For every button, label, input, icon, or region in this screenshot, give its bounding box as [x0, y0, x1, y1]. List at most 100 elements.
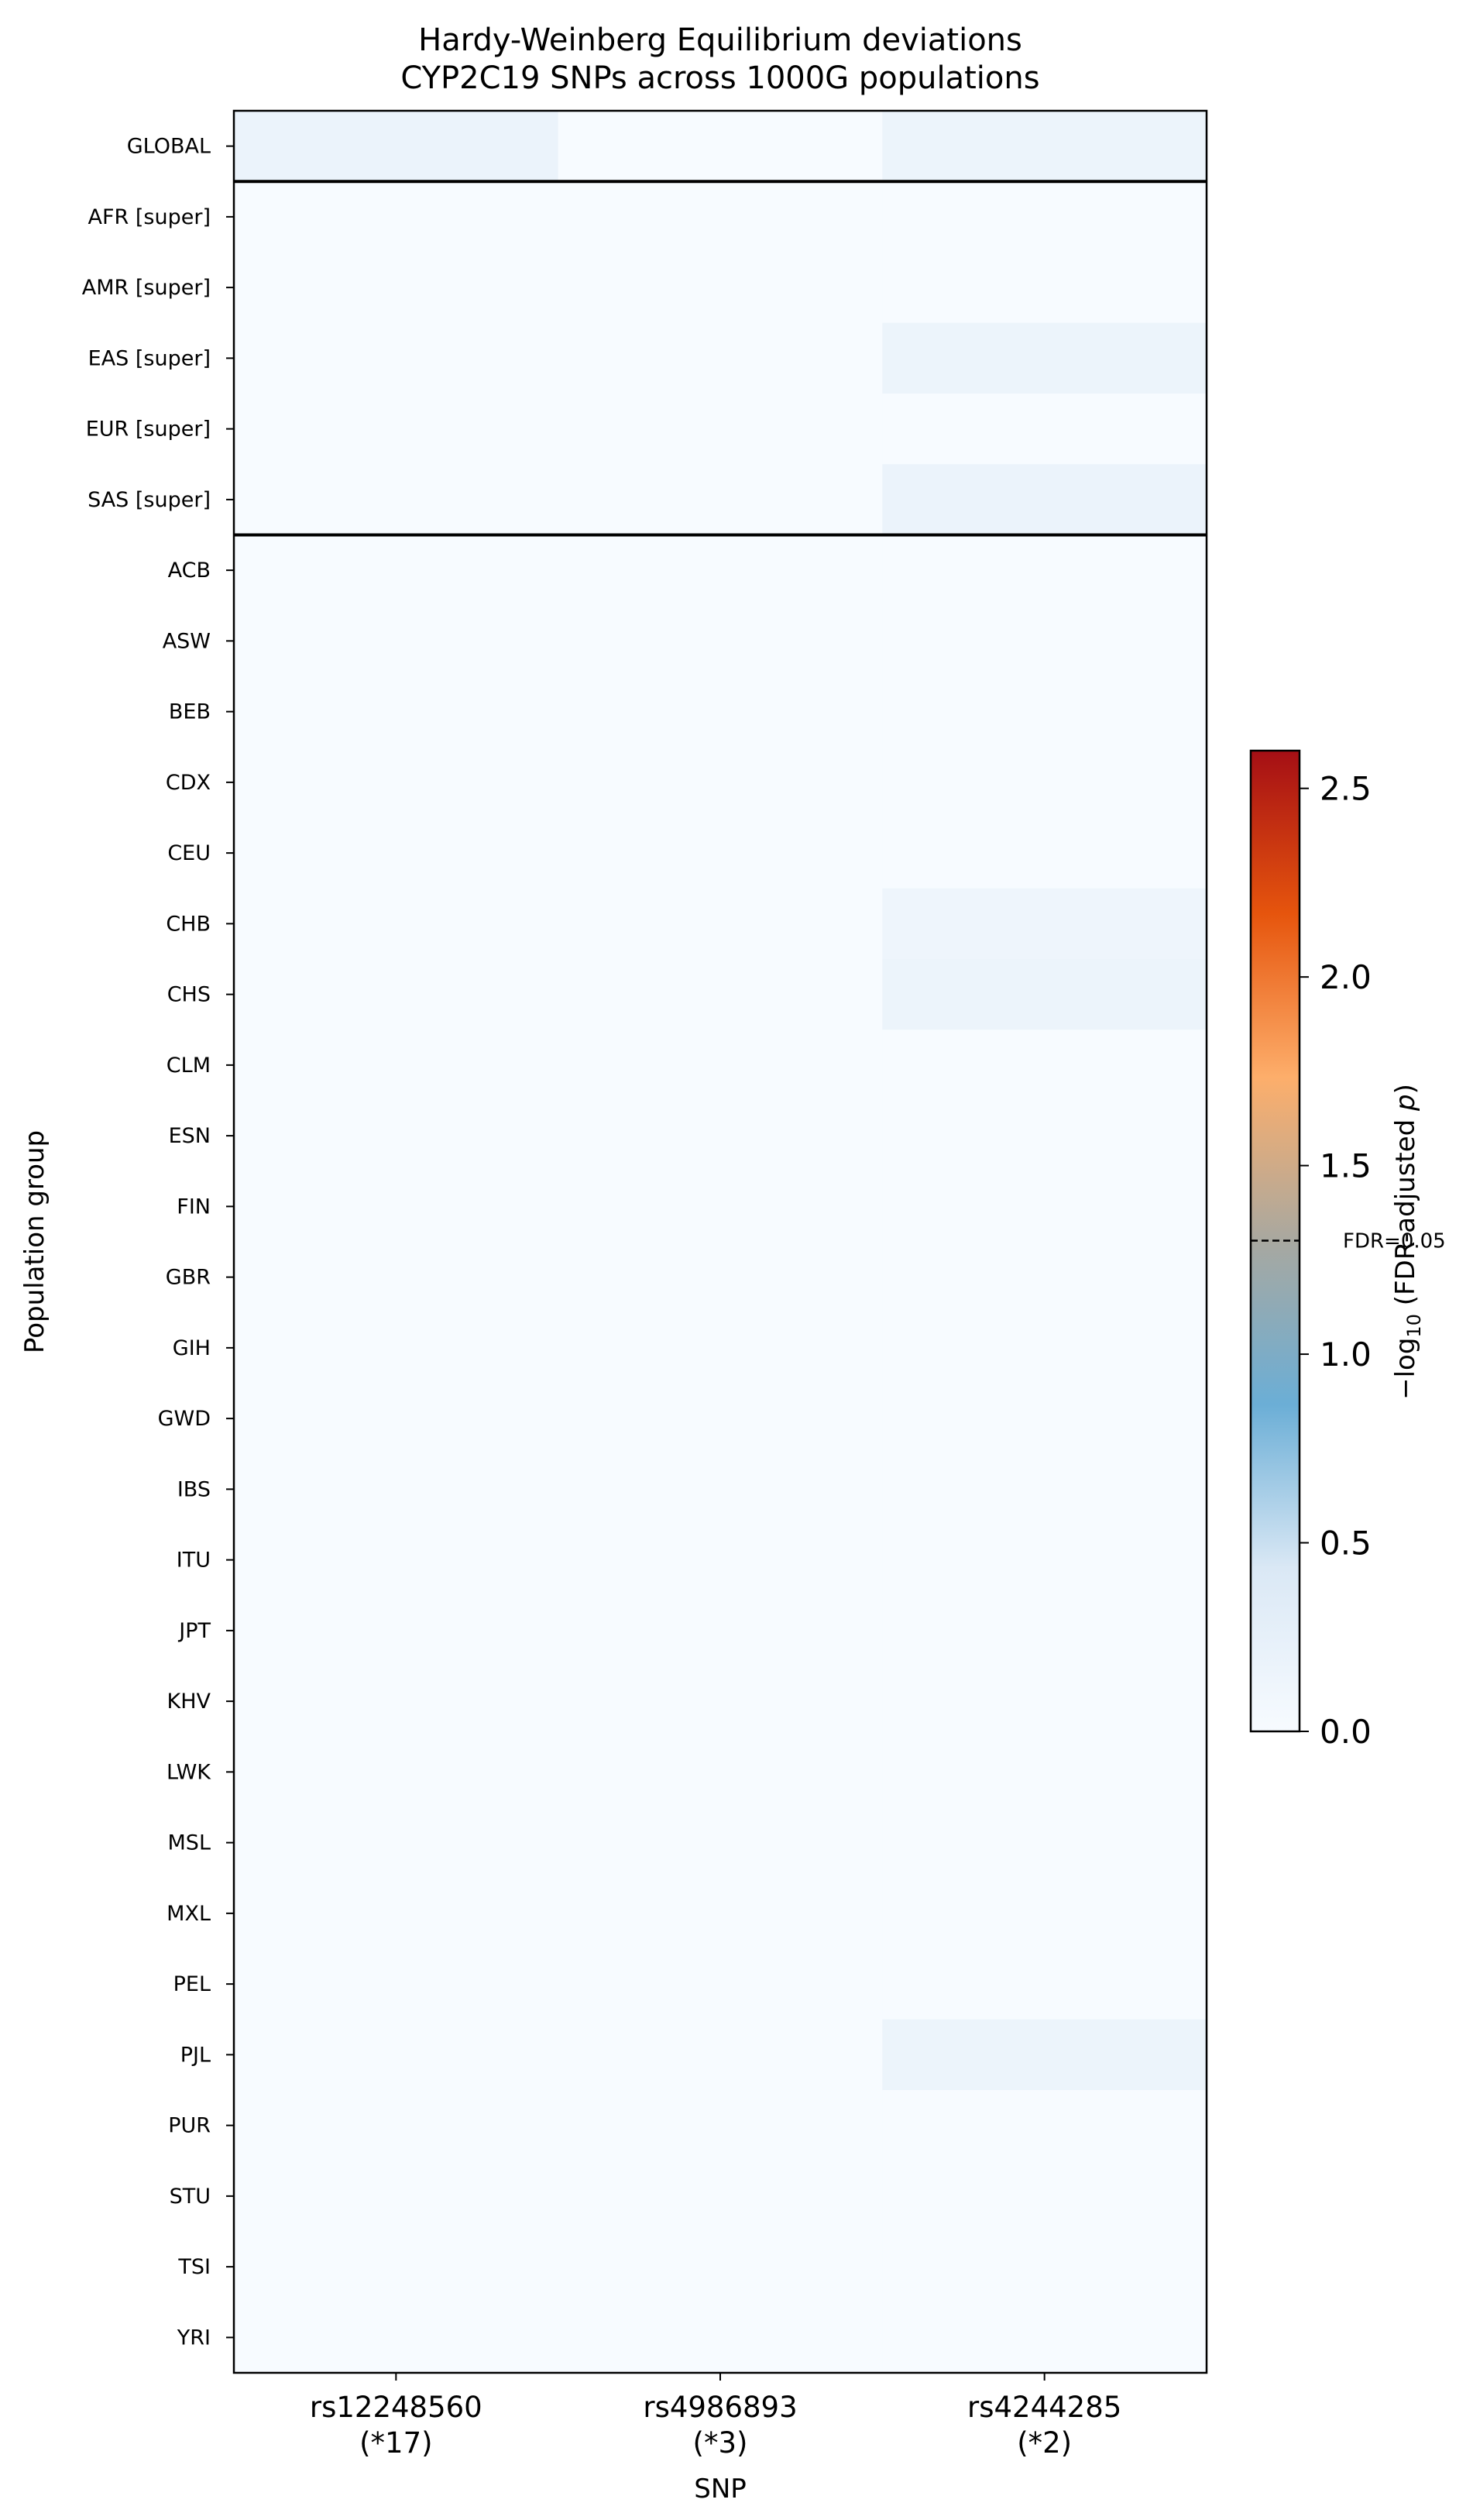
heatmap-cell [882, 1100, 1207, 1172]
heatmap-cell [558, 1312, 883, 1384]
heatmap-cell [234, 1525, 559, 1596]
chart-title: Hardy-Weinberg Equilibrium deviations [418, 22, 1022, 58]
heatmap-cell [882, 1807, 1207, 1879]
heatmap-cell [882, 1453, 1207, 1525]
y-tick-label: PJL [180, 2043, 211, 2067]
heatmap-cell [234, 394, 559, 465]
y-tick-label: LWK [167, 1760, 211, 1784]
heatmap-cell [234, 605, 559, 677]
y-tick-label: KHV [167, 1690, 211, 1714]
heatmap-cell [234, 181, 559, 253]
x-tick-allele-label: (*2) [1017, 2426, 1072, 2460]
y-tick-label: TSI [177, 2255, 211, 2279]
heatmap-cell [882, 111, 1207, 182]
heatmap-cell [234, 2302, 559, 2374]
group-separators [234, 180, 1207, 537]
heatmap-cell [234, 1666, 559, 1738]
y-tick-label: GIH [173, 1336, 211, 1360]
heatmap-cell [882, 888, 1207, 960]
heatmap-cell [558, 1525, 883, 1596]
heatmap-cell [882, 1878, 1207, 1949]
heatmap-cell [558, 1736, 883, 1808]
heatmap-cell [558, 535, 883, 607]
y-tick-label: STU [170, 2185, 211, 2209]
colorbar-tick-label: 1.0 [1320, 1336, 1372, 1373]
y-tick-label: MXL [167, 1902, 211, 1926]
y-tick-label: ASW [163, 629, 211, 653]
heatmap-cell [882, 817, 1207, 889]
heatmap-cell [558, 1595, 883, 1666]
colorbar-tick-label: 2.5 [1320, 770, 1372, 808]
heatmap-cell [558, 605, 883, 677]
heatmap-cell [882, 1030, 1207, 1101]
x-axis-label: SNP [694, 2474, 747, 2505]
y-tick-label: GLOBAL [127, 135, 211, 159]
heatmap-cell [558, 1948, 883, 2020]
heatmap-cell [558, 2090, 883, 2161]
heatmap-cell [234, 1100, 559, 1172]
y-tick-label: JPT [177, 1619, 211, 1643]
heatmap-cell [882, 1666, 1207, 1738]
heatmap-cell [882, 1242, 1207, 1313]
heatmap-cell [234, 322, 559, 394]
heatmap-cell [558, 1666, 883, 1738]
heatmap-cell [882, 1948, 1207, 2020]
x-axis-ticks: rs12248560(*17) rs4986893(*3) rs4244285(*2… [310, 2373, 1121, 2460]
y-tick-label: AFR [super] [88, 205, 211, 229]
heatmap-cell [558, 1171, 883, 1243]
heatmap-cell [234, 1171, 559, 1243]
heatmap-cell [234, 817, 559, 889]
colorbar-tick-label: 0.0 [1320, 1713, 1372, 1751]
heatmap-cell [882, 1525, 1207, 1596]
heatmap-cell [558, 676, 883, 748]
heatmap-cell [882, 2161, 1207, 2232]
y-tick-label: EUR [super] [86, 418, 211, 442]
heatmap-cell [882, 1383, 1207, 1455]
heatmap-cell [234, 1030, 559, 1101]
y-tick-label: IBS [177, 1477, 211, 1501]
y-tick-label: EAS [super] [88, 346, 211, 370]
heatmap-cell [234, 676, 559, 748]
colorbar-tick-label: 0.5 [1320, 1525, 1372, 1563]
heatmap-cell [882, 747, 1207, 818]
colorbar-ticks: 0.0 0.5 1.0 1.5 2.0 2.5 [1300, 770, 1372, 1751]
heatmap-cell [234, 888, 559, 960]
heatmap-cell [558, 111, 883, 182]
y-tick-label: AMR [super] [82, 276, 211, 300]
y-tick-label: ITU [177, 1549, 211, 1573]
colorbar-tick-label: 2.0 [1320, 958, 1372, 996]
heatmap-cell [234, 1242, 559, 1313]
heatmap-cell [558, 1807, 883, 1879]
y-axis-ticks: GLOBAL AFR [super] AMR [super] EAS [super] E… [82, 135, 234, 2350]
heatmap-cell [882, 535, 1207, 607]
heatmap-cells [234, 111, 1207, 2374]
heatmap-cell [882, 1736, 1207, 1808]
y-tick-label: ACB [168, 559, 211, 583]
heatmap-cell [558, 1100, 883, 1172]
heatmap-cell [882, 1595, 1207, 1666]
x-tick-label: rs12248560 [310, 2391, 482, 2424]
y-tick-label: CDX [166, 771, 211, 795]
heatmap-cell [234, 1453, 559, 1525]
heatmap-cell [558, 394, 883, 465]
heatmap-cell [558, 817, 883, 889]
y-tick-label: FIN [177, 1195, 211, 1219]
heatmap-cell [558, 1383, 883, 1455]
heatmap-cell [882, 464, 1207, 535]
heatmap-cell [234, 1312, 559, 1384]
heatmap-cell [234, 2090, 559, 2161]
heatmap-cell [558, 2302, 883, 2374]
heatmap-cell [234, 1878, 559, 1949]
heatmap-cell [234, 1948, 559, 2020]
y-tick-label: BEB [169, 700, 211, 724]
y-axis-label: Population group [19, 1130, 50, 1353]
heatmap-cell [558, 888, 883, 960]
heatmap-cell [558, 322, 883, 394]
heatmap-cell [558, 1878, 883, 1949]
heatmap-cell [882, 676, 1207, 748]
heatmap-cell [234, 1736, 559, 1808]
heatmap-cell [558, 959, 883, 1030]
y-tick-label: SAS [super] [88, 488, 211, 512]
heatmap-cell [234, 1595, 559, 1666]
heatmap-cell [234, 959, 559, 1030]
